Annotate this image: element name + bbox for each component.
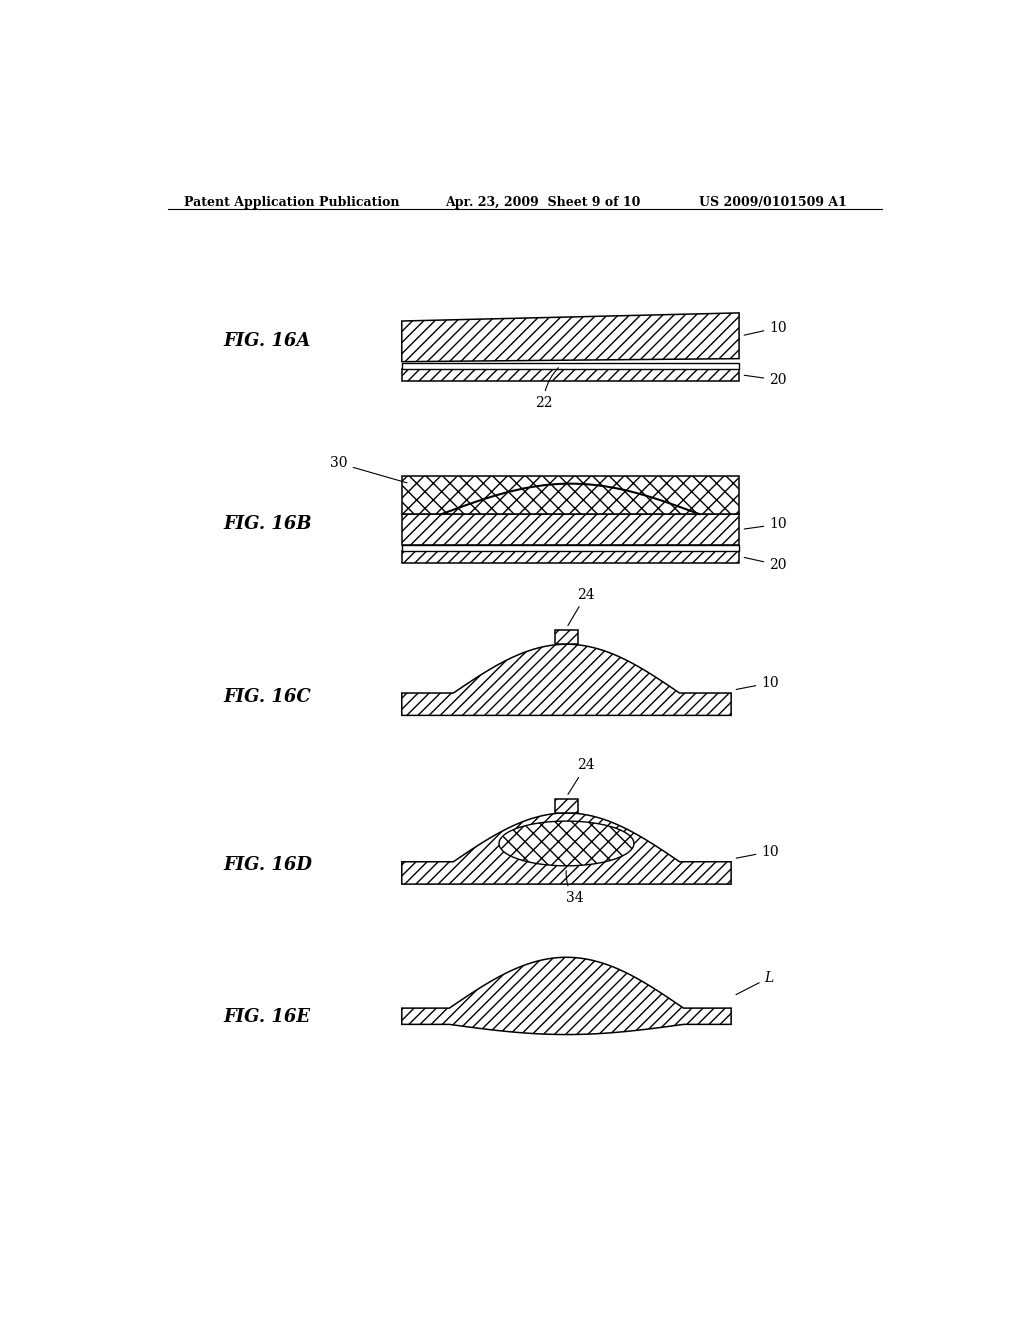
Text: 24: 24 (568, 758, 595, 795)
Bar (401, 545, 739, 550)
Text: 20: 20 (744, 374, 786, 387)
Text: 34: 34 (565, 871, 584, 906)
Bar (401, 363, 739, 368)
Text: FIG. 16D: FIG. 16D (223, 855, 312, 874)
Text: Apr. 23, 2009  Sheet 9 of 10: Apr. 23, 2009 Sheet 9 of 10 (445, 195, 641, 209)
Polygon shape (401, 313, 739, 362)
Text: 30: 30 (331, 457, 408, 483)
Polygon shape (401, 813, 731, 884)
Text: FIG. 16A: FIG. 16A (223, 333, 310, 350)
Text: FIG. 16B: FIG. 16B (223, 515, 312, 533)
Text: 10: 10 (736, 676, 779, 690)
Polygon shape (401, 475, 739, 515)
Bar (555, 630, 578, 644)
Text: 10: 10 (744, 321, 786, 335)
Text: L: L (736, 970, 774, 995)
Text: Patent Application Publication: Patent Application Publication (183, 195, 399, 209)
Bar (555, 799, 578, 813)
Text: FIG. 16C: FIG. 16C (223, 688, 311, 706)
Polygon shape (401, 515, 739, 545)
Bar (401, 550, 739, 562)
Text: FIG. 16E: FIG. 16E (223, 1008, 310, 1026)
Polygon shape (401, 957, 731, 1035)
Text: 10: 10 (736, 845, 779, 858)
Polygon shape (499, 821, 634, 866)
Text: US 2009/0101509 A1: US 2009/0101509 A1 (699, 195, 847, 209)
Polygon shape (401, 644, 731, 715)
Text: 24: 24 (568, 587, 595, 626)
Text: 22: 22 (535, 368, 558, 411)
Text: 20: 20 (744, 557, 786, 572)
Bar (401, 368, 739, 381)
Text: 10: 10 (744, 517, 786, 532)
